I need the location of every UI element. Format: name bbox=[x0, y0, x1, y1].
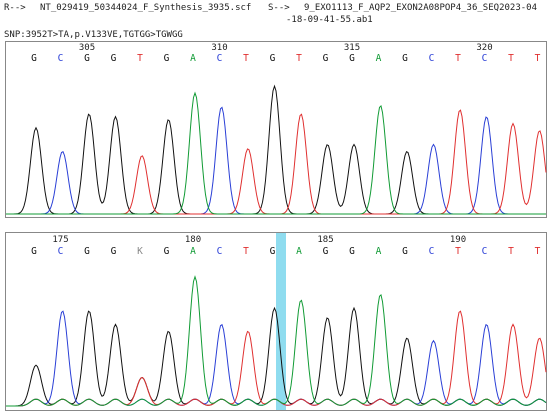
base-call: A bbox=[190, 246, 196, 257]
panel-frame bbox=[5, 232, 547, 411]
base-call: G bbox=[164, 53, 170, 64]
base-call: G bbox=[402, 53, 408, 64]
base-call: T bbox=[508, 53, 514, 64]
base-call: G bbox=[111, 246, 117, 257]
base-call: T bbox=[296, 53, 302, 64]
base-call: C bbox=[429, 246, 435, 257]
sample-label: S--> bbox=[268, 3, 290, 13]
base-call: G bbox=[270, 246, 276, 257]
base-call: C bbox=[58, 53, 64, 64]
base-call: G bbox=[111, 53, 117, 64]
position-number: 305 bbox=[79, 43, 95, 53]
base-call: G bbox=[84, 246, 90, 257]
base-call: T bbox=[535, 53, 541, 64]
base-call: C bbox=[429, 53, 435, 64]
base-call: A bbox=[376, 246, 382, 257]
base-call: T bbox=[243, 246, 249, 257]
panel-frame bbox=[5, 41, 547, 218]
base-call: C bbox=[482, 53, 488, 64]
base-call: C bbox=[482, 246, 488, 257]
base-call: T bbox=[455, 53, 461, 64]
sample-file: 9_EXO1113_F_AQP2_EXON2A08POP4_36_SEQ2023… bbox=[304, 3, 537, 13]
base-call: T bbox=[455, 246, 461, 257]
base-call: T bbox=[137, 53, 143, 64]
base-call: T bbox=[535, 246, 541, 257]
base-call: C bbox=[58, 246, 64, 257]
base-call: K bbox=[137, 246, 143, 257]
base-call: G bbox=[323, 246, 329, 257]
ref-label: R--> bbox=[4, 3, 26, 13]
base-call: A bbox=[296, 246, 302, 257]
base-call: G bbox=[84, 53, 90, 64]
base-call: A bbox=[376, 53, 382, 64]
base-call: G bbox=[31, 246, 37, 257]
base-call: A bbox=[190, 53, 196, 64]
base-call: G bbox=[402, 246, 408, 257]
base-call: G bbox=[349, 246, 355, 257]
sample-file: -18-09-41-55.ab1 bbox=[286, 15, 373, 25]
base-call: G bbox=[323, 53, 329, 64]
position-number: 315 bbox=[344, 43, 360, 53]
snp-info: SNP:3952T>TA,p.V133VE,TGTGG>TGWGG bbox=[4, 30, 183, 40]
position-number: 175 bbox=[52, 235, 68, 245]
position-number: 185 bbox=[317, 235, 333, 245]
trace bbox=[6, 275, 547, 407]
base-call: G bbox=[270, 53, 276, 64]
position-number: 320 bbox=[476, 43, 492, 53]
position-number: 310 bbox=[211, 43, 227, 53]
position-number: 180 bbox=[185, 235, 201, 245]
base-call: C bbox=[217, 246, 223, 257]
base-call: T bbox=[243, 53, 249, 64]
base-call: G bbox=[349, 53, 355, 64]
trace bbox=[6, 109, 547, 215]
ref-file: NT_029419_50344024_F_Synthesis_3935.scf bbox=[40, 3, 251, 13]
base-call: G bbox=[164, 246, 170, 257]
highlight bbox=[276, 233, 286, 410]
trace bbox=[6, 91, 546, 215]
base-call: C bbox=[217, 53, 223, 64]
base-call: T bbox=[508, 246, 514, 257]
base-call: G bbox=[31, 53, 37, 64]
position-number: 190 bbox=[450, 235, 466, 245]
